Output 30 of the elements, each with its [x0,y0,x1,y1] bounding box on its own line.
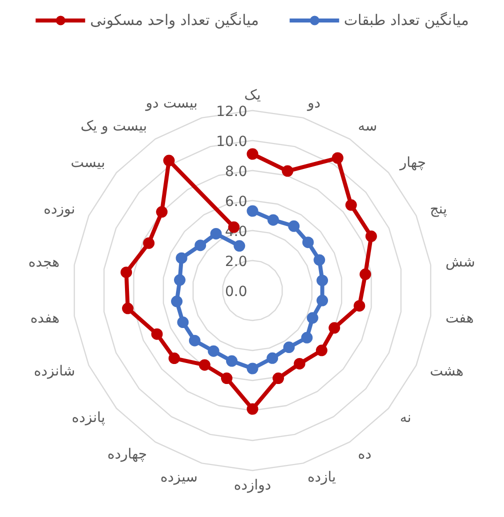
spoke-label: دو [306,95,320,112]
y-tick-label: 8.0 [224,164,248,180]
y-tick-label: 12.0 [216,104,248,120]
y-tick-label: 0.0 [224,284,248,300]
spoke-label: بیست و یک [80,118,148,134]
y-tick-label: 2.0 [224,254,248,270]
spoke-label: بیست دو [144,95,198,112]
spoke-label: هفده [30,310,60,326]
spoke-label: نوزده [44,201,76,218]
spoke-label: سیزده [160,470,198,486]
spoke-label: چهار [398,154,426,171]
spoke-label: شش [446,254,476,271]
y-tick-label: 10.0 [216,134,248,150]
spoke-label: پنج [430,201,448,218]
spoke-label: سه [358,118,378,134]
spoke-label: پانزده [72,410,106,426]
legend-label: میانگین تعداد طبقات [344,12,469,28]
spoke-label: هشت [430,364,464,380]
spoke-label: شانزده [34,364,76,380]
spoke-label: هفت [446,310,474,326]
spoke-label: ده [358,446,372,463]
spoke-label: دوازده [234,478,272,494]
spoke-label: هجده [28,254,60,271]
spoke-label: بیست [70,154,106,171]
spoke-label: یک [244,88,261,104]
legend-label: میانگین تعداد واحد مسکونی [90,12,259,28]
spoke-label: نه [400,410,412,426]
spoke-label: چهارده [107,446,148,463]
spoke-label: یازده [307,470,336,486]
y-tick-label: 6.0 [224,194,248,210]
